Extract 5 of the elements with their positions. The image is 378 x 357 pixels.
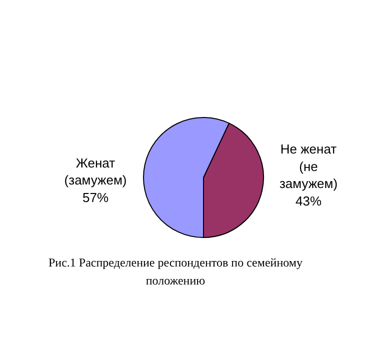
slice-label: Не женат (не замужем) xyxy=(279,142,338,192)
data-label: 57% xyxy=(82,190,109,205)
data-label: 43% xyxy=(295,193,322,208)
slice-label: Женат (замужем) xyxy=(64,155,127,188)
text: Рис.1 Распределение респондентов по семейному положению xyxy=(48,256,303,288)
